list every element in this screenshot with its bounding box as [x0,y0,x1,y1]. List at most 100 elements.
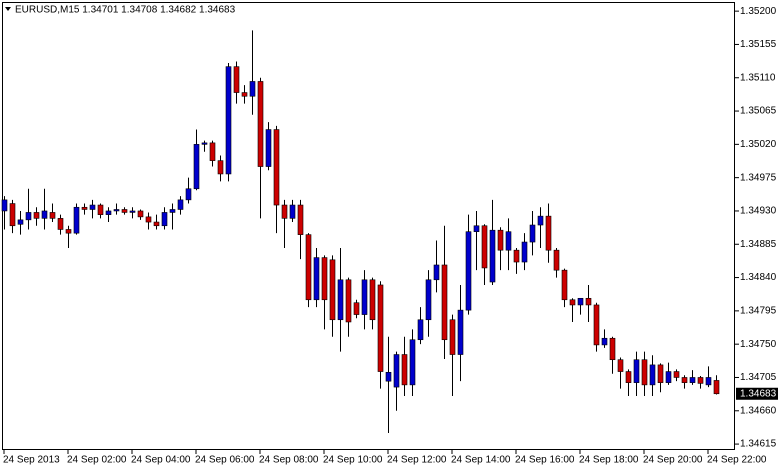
candle-body [401,354,408,386]
candle-body [9,203,16,227]
x-tick-label: 24 Sep 12:00 [387,455,447,466]
candle-body [49,212,56,219]
candle-body [193,144,200,190]
price-tag-label: 1.34683 [740,388,777,399]
candle-body [449,319,456,355]
candle-body [113,209,120,212]
candle-body [713,380,720,395]
candle-body [17,219,24,225]
y-tick-label: 1.34840 [740,272,777,283]
x-tick-label: 24 Sep 14:00 [451,455,511,466]
candle-body [385,371,392,382]
y-tick-label: 1.35155 [740,39,777,50]
candle-body [649,364,656,386]
candle-body [1,199,8,212]
candle-body [441,264,448,341]
candle-body [513,249,520,263]
candle-body [545,215,552,251]
candle-body [489,229,496,283]
candle-body [145,216,152,223]
candle-body [625,371,632,383]
candle-body [361,279,368,315]
y-tick-label: 1.35200 [740,6,777,17]
x-tick-label: 24 Sep 22:00 [707,455,767,466]
x-tick-label: 24 Sep 02:00 [67,455,127,466]
candle-body [425,279,432,321]
candle-body [201,142,208,145]
candle-body [577,297,584,306]
candle-body [73,206,80,234]
candle-body [33,212,40,219]
candle-body [601,337,608,346]
candle-body [609,337,616,361]
candle-body [153,221,160,227]
y-tick-label: 1.34705 [740,372,777,383]
candle-body [217,160,224,175]
candle-body [673,371,680,378]
x-tick-label: 24 Sep 06:00 [195,455,255,466]
candle-body [417,319,424,341]
y-tick-label: 1.35065 [740,106,777,117]
candle-body [705,377,712,386]
y-tick-label: 1.35020 [740,139,777,150]
candle-body [569,299,576,306]
candle-body [137,210,144,218]
candle-body [177,199,184,210]
candle-body [185,188,192,201]
candle-body [57,218,64,230]
candle-body [65,229,72,234]
candle-body [505,231,512,251]
candle-body [553,249,560,271]
candle-body [313,257,320,301]
x-tick-label: 24 Sep 2013 [3,455,60,466]
candle-body [233,66,240,93]
y-tick-label: 1.34615 [740,439,777,450]
candle-body [281,204,288,219]
candle-body [393,354,400,388]
candle-body [89,204,96,210]
candle-body [225,66,232,175]
y-tick-label: 1.34885 [740,239,777,250]
candle-body [377,284,384,372]
candle-body [297,204,304,235]
candle-body [481,225,488,269]
candle-body [593,304,600,346]
candle-body [665,371,672,383]
y-tick-label: 1.34930 [740,206,777,217]
candle-body [697,377,704,384]
candle-body [409,339,416,386]
candle-body [337,279,344,321]
candle-body [633,359,640,383]
y-tick-label: 1.34750 [740,339,777,350]
candle-body [249,81,256,97]
candle-body [305,234,312,301]
candle-body [289,204,296,219]
candle-body [681,377,688,383]
candle-body [561,269,568,301]
candle-body [41,210,48,219]
candle-body [25,212,32,221]
candle-body [497,229,504,251]
candle-body [537,215,544,226]
x-tick-label: 24 Sep 20:00 [643,455,703,466]
candle-body [121,209,128,213]
candle-body [353,302,360,315]
candle-body [97,204,104,215]
candle-body [257,81,264,167]
candle-body [81,206,88,210]
x-tick-label: 24 Sep 04:00 [131,455,191,466]
candle-body [457,309,464,355]
candle-body [273,129,280,206]
plot-frame [2,2,735,450]
x-tick-label: 24 Sep 16:00 [515,455,575,466]
candle-body [161,212,168,227]
candle-body [585,297,592,306]
candle-body [465,231,472,311]
candle-body [529,224,536,243]
candle-body [209,142,216,161]
candle-body [129,210,136,213]
candle-body [433,264,440,281]
candle-body [265,129,272,167]
